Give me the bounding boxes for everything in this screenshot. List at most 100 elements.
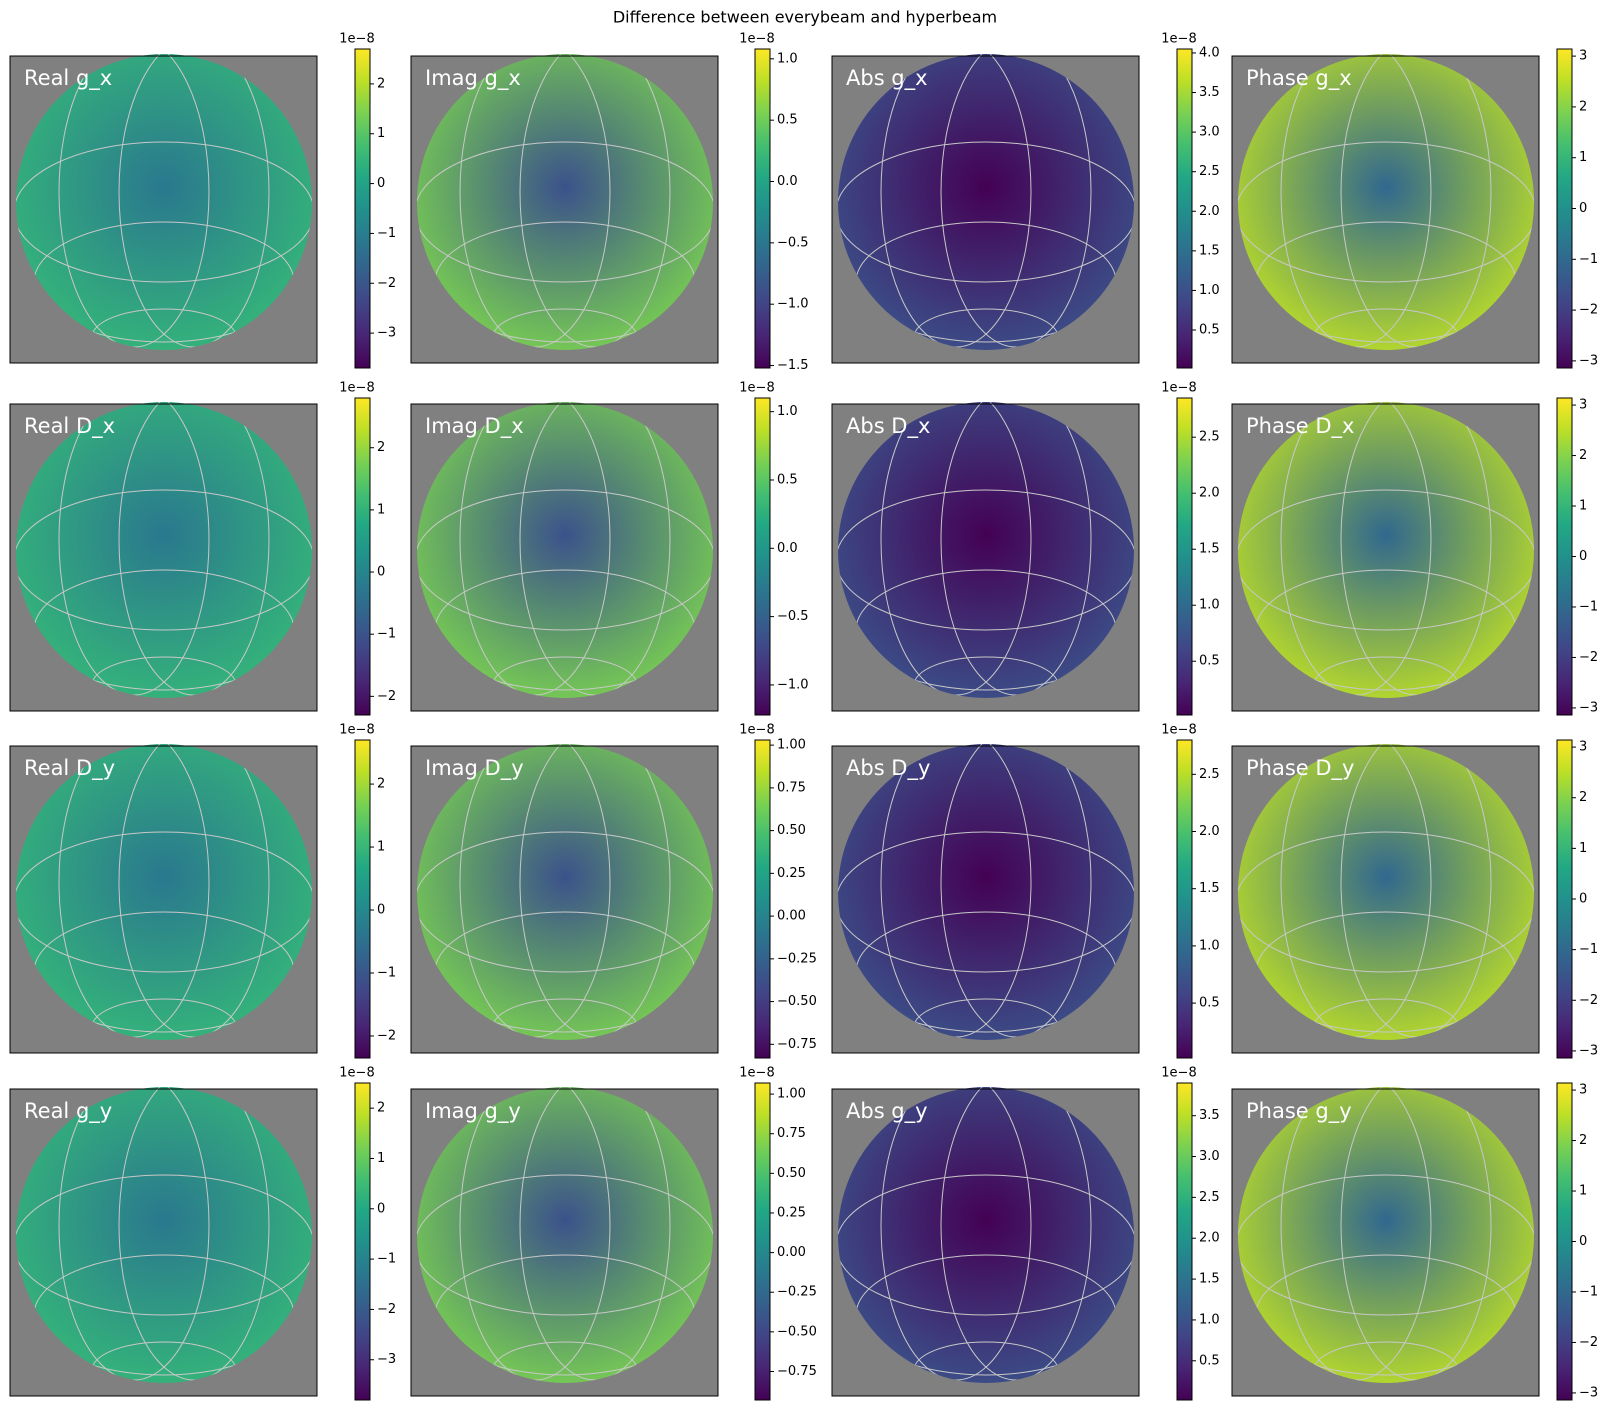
colorbar-tick-label: 0.75 bbox=[777, 1126, 806, 1141]
colorbar-tick-label: 1 bbox=[1579, 150, 1587, 165]
colorbar bbox=[354, 397, 371, 716]
colorbar-tick-label: 1 bbox=[1579, 841, 1587, 856]
colorbar bbox=[1556, 739, 1573, 1059]
colorbar-tick-label: 0 bbox=[1579, 1234, 1587, 1249]
colorbar-tick-label: −3 bbox=[1579, 700, 1598, 715]
colorbar-tick-label: 1.0 bbox=[777, 51, 798, 66]
sky-disc bbox=[417, 1087, 713, 1383]
sky-disc bbox=[1238, 402, 1534, 698]
colorbar-tick-label: 1.00 bbox=[777, 1087, 806, 1102]
panel-title: Real D_y bbox=[24, 756, 115, 781]
panel-title: Abs g_y bbox=[846, 1099, 928, 1124]
sky-disc bbox=[417, 54, 713, 350]
colorbar-tick-label: −1.5 bbox=[777, 358, 809, 373]
colorbar-tick-label: 1.0 bbox=[1199, 938, 1220, 953]
colorbar-tick-label: −2 bbox=[377, 1302, 396, 1317]
colorbar-tick-label: 0.5 bbox=[1199, 654, 1220, 669]
colorbar bbox=[754, 739, 771, 1059]
colorbar-tick-label: 0 bbox=[377, 176, 385, 191]
parallel bbox=[417, 489, 713, 631]
colorbar bbox=[1556, 1082, 1573, 1401]
colorbar-tick-label: 2.0 bbox=[1199, 1231, 1220, 1246]
colorbar-offset-text: 1e−8 bbox=[339, 381, 374, 396]
colorbar-tick-label: 0 bbox=[377, 1201, 385, 1216]
colorbar-tick-label: 0 bbox=[377, 565, 385, 580]
colorbar-tick-label: 2.5 bbox=[1199, 767, 1220, 782]
colorbar-offset-text: 1e−8 bbox=[739, 32, 774, 47]
colorbar-tick-label: 0 bbox=[1579, 892, 1587, 907]
colorbar-tick-label: −2 bbox=[377, 276, 396, 291]
sky-disc bbox=[838, 1087, 1134, 1383]
sky-disc bbox=[1238, 1087, 1534, 1383]
colorbar-tick-label: 1 bbox=[377, 126, 385, 141]
colorbar-tick-label: −2 bbox=[1579, 650, 1598, 665]
colorbar-tick-label: 2.0 bbox=[1199, 486, 1220, 501]
parallel bbox=[838, 1174, 1134, 1316]
colorbar-tick-label: 0.50 bbox=[777, 1166, 806, 1181]
colorbar-tick-label: −2 bbox=[377, 689, 396, 704]
colorbar-tick-label: −2 bbox=[1579, 993, 1598, 1008]
colorbar-offset-text: 1e−8 bbox=[339, 1066, 374, 1081]
colorbar-tick-label: −0.75 bbox=[777, 1037, 817, 1052]
colorbar-tick-label: 2 bbox=[377, 76, 385, 91]
colorbar-tick-label: 2 bbox=[377, 777, 385, 792]
colorbar-offset-text: 1e−8 bbox=[339, 723, 374, 738]
colorbar bbox=[1556, 397, 1573, 716]
colorbar-tick-label: 1 bbox=[377, 502, 385, 517]
colorbar-tick-label: −3 bbox=[1579, 353, 1598, 368]
colorbar-tick-label: −0.50 bbox=[777, 994, 817, 1009]
colorbar bbox=[354, 48, 371, 369]
colorbar-tick-label: 1.5 bbox=[1199, 881, 1220, 896]
colorbar-tick-label: 2 bbox=[1579, 448, 1587, 463]
axes-frame bbox=[831, 1088, 1140, 1397]
colorbar-tick-label: −0.75 bbox=[777, 1364, 817, 1379]
colorbar-tick-label: −2 bbox=[1579, 1335, 1598, 1350]
colorbar-tick-label: 2.0 bbox=[1199, 204, 1220, 219]
colorbar-tick-label: 2 bbox=[377, 440, 385, 455]
colorbar-tick-label: 1 bbox=[377, 1151, 385, 1166]
panel-title: Real g_y bbox=[24, 1099, 112, 1124]
panel-title: Real g_x bbox=[24, 66, 112, 91]
colorbar-tick-label: 3 bbox=[1579, 398, 1587, 413]
sky-disc bbox=[838, 402, 1134, 698]
parallel bbox=[417, 141, 713, 283]
colorbar-tick-label: −1 bbox=[1579, 1284, 1598, 1299]
colorbar bbox=[1176, 48, 1193, 369]
colorbar-tick-label: −0.25 bbox=[777, 1285, 817, 1300]
colorbar-tick-label: 0 bbox=[1579, 549, 1587, 564]
axes-frame bbox=[1231, 1088, 1540, 1397]
colorbar-tick-label: 2.5 bbox=[1199, 430, 1220, 445]
axes-frame bbox=[9, 745, 318, 1054]
colorbar-tick-label: 2 bbox=[377, 1101, 385, 1116]
colorbar bbox=[754, 48, 771, 369]
sky-disc bbox=[16, 1087, 312, 1383]
panel-title: Imag D_y bbox=[425, 756, 524, 781]
colorbar-tick-label: 3 bbox=[1579, 740, 1587, 755]
colorbar-offset-text: 1e−8 bbox=[1161, 381, 1196, 396]
colorbar-offset-text: 1e−8 bbox=[1161, 1066, 1196, 1081]
sky-disc bbox=[16, 54, 312, 350]
colorbar-tick-label: 0 bbox=[377, 903, 385, 918]
colorbar-tick-label: 0.5 bbox=[1199, 996, 1220, 1011]
parallel bbox=[16, 831, 312, 973]
colorbar-tick-label: 0.0 bbox=[777, 174, 798, 189]
colorbar-tick-label: −1 bbox=[1579, 252, 1598, 267]
colorbar-tick-label: 3.5 bbox=[1199, 1108, 1220, 1123]
axes-frame bbox=[9, 1088, 318, 1397]
colorbar-tick-label: 0.25 bbox=[777, 1205, 806, 1220]
colorbar-tick-label: 1.00 bbox=[777, 738, 806, 753]
panel-title: Phase D_y bbox=[1246, 756, 1354, 781]
colorbar-tick-label: −1.0 bbox=[777, 297, 809, 312]
colorbar bbox=[1176, 1082, 1193, 1401]
colorbar-tick-label: 0.5 bbox=[1199, 323, 1220, 338]
colorbar-tick-label: 0.5 bbox=[777, 113, 798, 128]
parallel bbox=[1238, 831, 1534, 973]
panel-title: Imag g_y bbox=[425, 1099, 521, 1124]
colorbar-offset-text: 1e−8 bbox=[739, 723, 774, 738]
colorbar-offset-text: 1e−8 bbox=[1161, 32, 1196, 47]
colorbar-tick-label: −1 bbox=[377, 627, 396, 642]
panel-title: Imag D_x bbox=[425, 414, 524, 439]
parallel bbox=[1238, 489, 1534, 631]
sky-disc bbox=[417, 402, 713, 698]
